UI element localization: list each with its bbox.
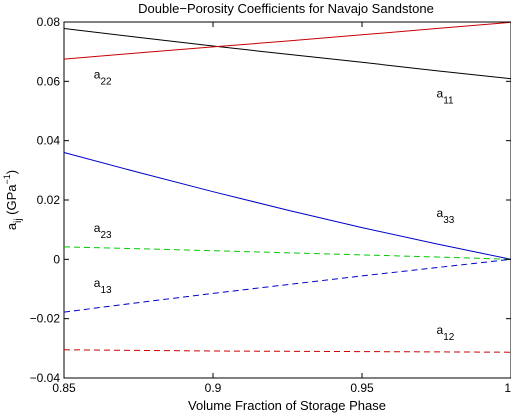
annotation-base: a [437,206,444,220]
annotation-a22: a22 [94,67,112,87]
annotation-base: a [94,276,101,290]
annotation-subscript: 11 [443,96,454,107]
y-tick-label: −0.04 [30,371,61,385]
annotation-subscript: 23 [100,230,112,241]
y-tick-label: 0.04 [37,134,61,148]
annotation-a13: a13 [94,276,112,296]
x-tick-label: 0.9 [205,381,222,395]
chart-title: Double−Porosity Coefficients for Navajo … [138,1,434,16]
series-line-a22 [63,21,511,60]
x-tick-label: 0.85 [52,381,76,395]
y-tick-label: 0.02 [37,193,61,207]
y-tick-label: 0.08 [37,15,61,29]
x-tick-label: 1 [504,381,511,395]
y-tick-label: 0.06 [37,74,61,88]
y-axis-label-base: a [4,222,19,230]
series-line-a23 [63,246,511,260]
annotation-subscript: 22 [100,76,112,87]
ticks-layer: 0.85 0.9 0.95 1 −0.04 −0.02 0 0.02 0.04 0.06 0.08 [30,15,511,395]
annotation-a23: a23 [94,221,112,241]
annotation-subscript: 12 [443,332,455,343]
annotation-subscript: 33 [443,215,455,226]
annotation-base: a [94,221,101,235]
annotation-a11: a11 [437,87,455,107]
annotation-subscript: 13 [100,285,112,296]
series-line-a12 [63,349,511,353]
annotation-base: a [437,87,444,101]
annotation-a12: a12 [437,323,455,343]
y-tick-label: −0.02 [30,312,61,326]
series-line-a13 [63,258,511,313]
series-line-a11 [63,28,511,80]
series-line-a33 [63,152,511,260]
y-axis-label-unit-close: ) [4,170,19,174]
y-axis-label: aij (GPa−1) [2,170,24,230]
plot-area [63,21,511,379]
x-tick-label: 0.95 [350,381,374,395]
series-layer [63,21,511,353]
y-axis-label-unit: (GPa [4,184,19,219]
y-tick-label: 0 [53,252,60,266]
y-axis-label-subscript: ij [13,218,24,222]
annotation-a33: a33 [437,206,455,226]
annotation-base: a [437,323,444,337]
x-axis-label: Volume Fraction of Storage Phase [188,398,386,413]
y-axis-label-superscript: −1 [2,174,12,184]
annotation-base: a [94,67,101,81]
